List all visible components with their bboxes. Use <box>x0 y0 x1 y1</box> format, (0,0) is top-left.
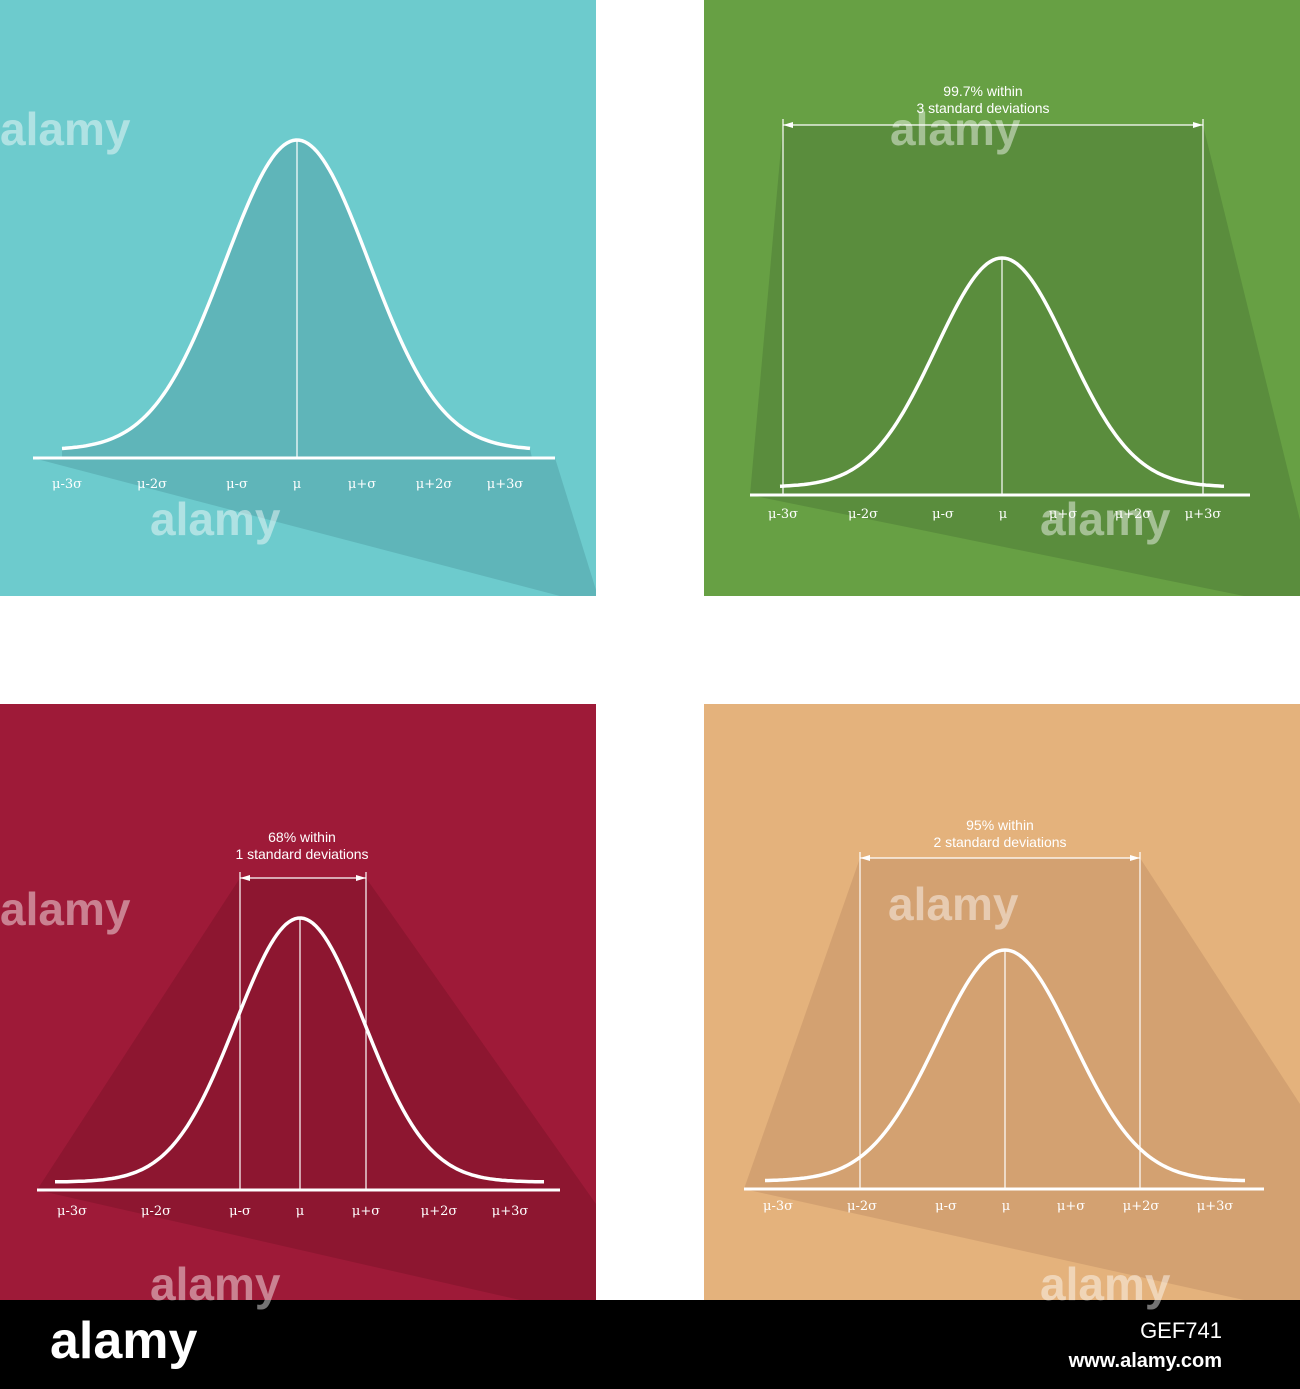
watermark: alamy <box>0 103 131 155</box>
footer-logo: alamy <box>50 1312 198 1370</box>
tick-label: μ-3σ <box>768 507 798 522</box>
tick-label: μ+3σ <box>487 477 524 492</box>
arrow-head <box>783 122 793 128</box>
tick-label: μ <box>296 1204 304 1219</box>
annotation: 1 standard deviations <box>235 846 368 862</box>
tick-label: μ+3σ <box>492 1204 529 1219</box>
tick-label: μ-2σ <box>847 1199 877 1214</box>
watermark: alamy <box>0 883 131 935</box>
watermark: alamy <box>890 103 1021 155</box>
annotation: 68% within <box>268 829 336 845</box>
tick-label: μ-3σ <box>763 1199 793 1214</box>
tick-label: μ-3σ <box>52 477 82 492</box>
tick-label: μ+σ <box>352 1204 380 1219</box>
panel: μ-3σ μ-2σ μ-σ μ μ+σ μ+2σ μ+3σ <box>0 0 596 596</box>
tick-label: μ-σ <box>229 1204 251 1219</box>
footer-band <box>0 1300 1300 1389</box>
watermark: alamy <box>888 878 1019 930</box>
watermark: alamy <box>1040 493 1171 545</box>
annotation: 2 standard deviations <box>933 834 1066 850</box>
watermark: alamy <box>1040 1258 1171 1310</box>
panel-shadow <box>37 878 596 1300</box>
watermark: alamy <box>150 1258 281 1310</box>
bell-curve <box>61 138 531 451</box>
tick-label: μ+3σ <box>1185 507 1222 522</box>
arrow-head <box>240 875 250 881</box>
annotation: 95% within <box>966 817 1034 833</box>
tick-label: μ-σ <box>935 1199 957 1214</box>
tick-label: μ+2σ <box>1115 507 1152 522</box>
tick-label: μ+2σ <box>1123 1199 1160 1214</box>
tick-label: μ+σ <box>348 477 376 492</box>
tick-label: μ <box>293 477 301 492</box>
arrow-head <box>1130 855 1140 861</box>
tick-label: μ <box>999 507 1007 522</box>
arrow-head <box>356 875 366 881</box>
annotation: 3 standard deviations <box>916 100 1049 116</box>
tick-label: μ-2σ <box>848 507 878 522</box>
tick-label: μ+σ <box>1049 507 1077 522</box>
image-id: GEF741 <box>1140 1318 1222 1343</box>
tick-label: μ+3σ <box>1197 1199 1234 1214</box>
tick-label: μ-2σ <box>141 1204 171 1219</box>
tick-label: μ-2σ <box>137 477 167 492</box>
watermark: alamy <box>150 493 281 545</box>
tick-label: μ+2σ <box>416 477 453 492</box>
arrow-head <box>1193 122 1203 128</box>
arrow-head <box>860 855 870 861</box>
tick-label: μ-σ <box>932 507 954 522</box>
tick-label: μ-3σ <box>57 1204 87 1219</box>
tick-label: μ+σ <box>1057 1199 1085 1214</box>
panel-shadow <box>33 458 596 596</box>
tick-label: μ+2σ <box>421 1204 458 1219</box>
tick-label: μ <box>1002 1199 1010 1214</box>
annotation: 99.7% within <box>943 83 1022 99</box>
tick-label: μ-σ <box>226 477 248 492</box>
panel-shadow <box>750 125 1300 596</box>
footer-url: www.alamy.com <box>1068 1350 1222 1372</box>
